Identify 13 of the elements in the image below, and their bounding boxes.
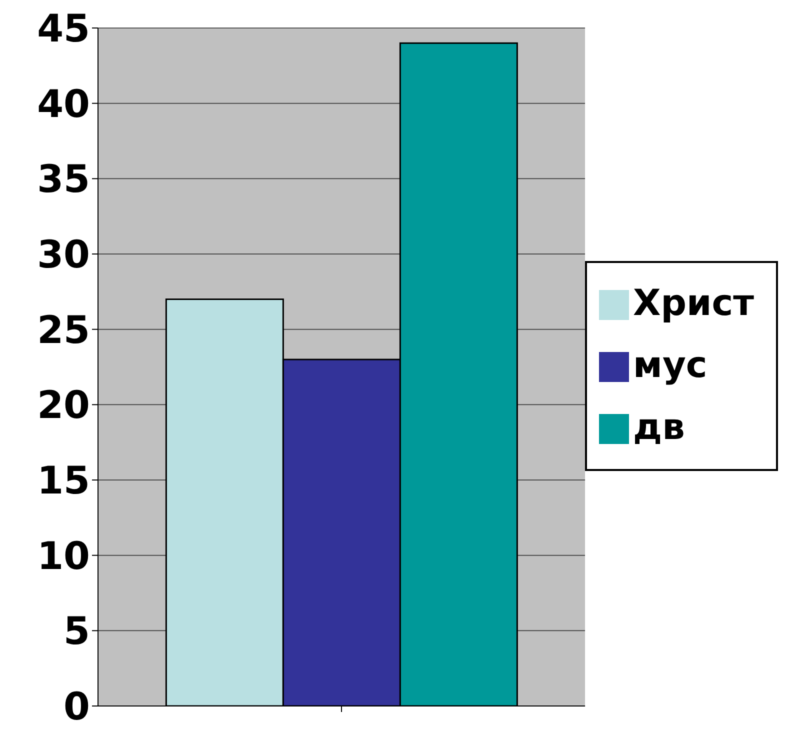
- y-tick-label: 15: [37, 458, 90, 502]
- y-tick-label: 45: [37, 6, 90, 50]
- y-tick-label: 35: [37, 157, 90, 202]
- y-tick-label: 0: [64, 684, 90, 728]
- y-tick-label: 20: [37, 383, 90, 428]
- y-tick-label: 10: [37, 534, 90, 578]
- legend-label: дв: [633, 406, 685, 448]
- y-tick-label: 30: [37, 232, 90, 276]
- y-tick-label: 40: [37, 82, 90, 126]
- legend-label: мус: [633, 344, 708, 386]
- legend-label: Христ: [633, 282, 754, 324]
- y-tick-label: 5: [64, 609, 90, 654]
- y-tick-label: 25: [37, 308, 90, 352]
